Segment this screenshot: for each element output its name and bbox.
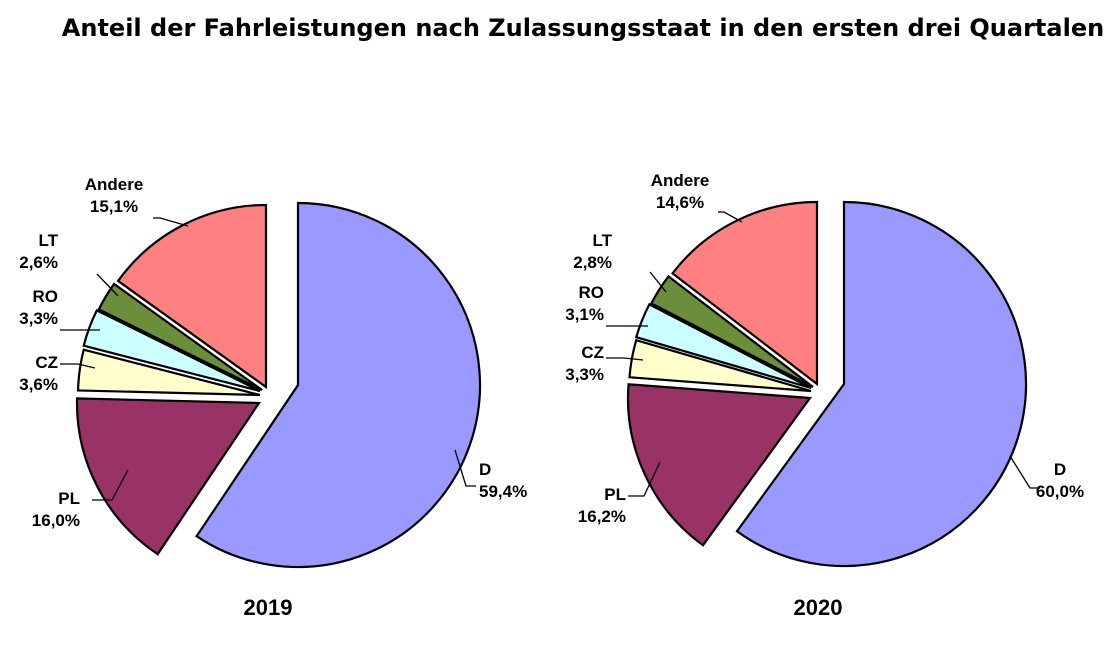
leader-line-pl	[92, 469, 129, 501]
pie-2019: D 59,4% PL 16,0% CZ 3,6% RO 3,3% LT 2,6% Andere 15,…	[19, 175, 527, 620]
slice-value-lt: 2,6%	[19, 253, 58, 272]
leader-line-d	[454, 449, 476, 487]
leader-line-d	[1009, 455, 1040, 489]
slice-value-lt: 2,8%	[573, 253, 612, 272]
slice-label-lt: LT	[38, 231, 58, 250]
slice-pl	[626, 383, 813, 547]
slice-value-cz: 3,3%	[565, 365, 604, 384]
slice-value-ro: 3,3%	[19, 309, 58, 328]
slice-label-d: D	[1054, 460, 1066, 479]
slice-value-andere: 15,1%	[90, 197, 138, 216]
leader-line-cz	[60, 363, 96, 369]
leader-line-andere	[718, 211, 743, 223]
slice-label-cz: CZ	[35, 353, 58, 372]
slice-label-pl: PL	[604, 485, 626, 504]
slice-pl	[75, 397, 262, 556]
slice-label-andere: Andere	[85, 175, 144, 194]
slice-value-pl: 16,0%	[32, 511, 80, 530]
slice-label-andere: Andere	[651, 171, 710, 190]
slice-ro	[634, 302, 812, 390]
slice-label-cz: CZ	[581, 343, 604, 362]
slice-label-ro: RO	[579, 283, 605, 302]
leader-line-lt	[96, 273, 119, 297]
slice-value-d: 60,0%	[1036, 482, 1084, 501]
leader-line-lt	[649, 271, 667, 293]
slice-lt	[97, 282, 263, 391]
slice-value-ro: 3,1%	[565, 305, 604, 324]
slice-value-d: 59,4%	[479, 482, 527, 501]
pie-2020: D 60,0% PL 16,2% CZ 3,3% RO 3,1% LT 2,8% Andere 14,…	[565, 171, 1084, 620]
slice-andere	[670, 200, 819, 387]
slice-label-lt: LT	[592, 231, 612, 250]
leader-line-andere	[153, 217, 189, 227]
pie-caption: 2020	[794, 595, 843, 620]
slice-label-d: D	[479, 460, 491, 479]
leader-line-pl	[628, 461, 661, 497]
slice-label-pl: PL	[58, 489, 80, 508]
slice-cz	[76, 348, 261, 397]
slice-d	[735, 200, 1028, 568]
slice-value-pl: 16,2%	[578, 507, 626, 526]
pie-caption: 2019	[244, 595, 293, 620]
chart-title: Anteil der Fahrleistungen nach Zulassung…	[61, 14, 1105, 42]
slice-lt	[649, 274, 814, 388]
leader-line-cz	[606, 357, 644, 361]
slice-label-ro: RO	[33, 287, 59, 306]
slice-d	[195, 201, 482, 569]
slice-value-andere: 14,6%	[656, 193, 704, 212]
slice-value-cz: 3,6%	[19, 375, 58, 394]
slice-ro	[82, 308, 261, 393]
